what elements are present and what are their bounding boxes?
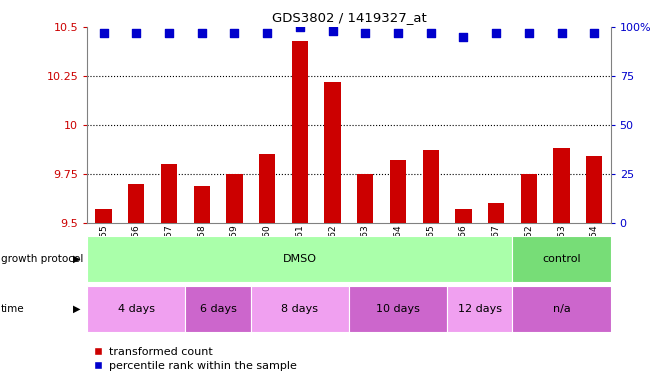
- Bar: [161, 164, 177, 223]
- Bar: [87, 286, 185, 332]
- Bar: [193, 185, 210, 223]
- Text: 4 days: 4 days: [118, 304, 155, 314]
- Bar: [349, 286, 447, 332]
- Point: [295, 24, 305, 30]
- Point: [556, 30, 567, 36]
- Text: ▶: ▶: [73, 304, 81, 314]
- Text: time: time: [1, 304, 24, 314]
- Point: [425, 30, 436, 36]
- Bar: [259, 154, 275, 223]
- Text: DMSO: DMSO: [283, 254, 317, 264]
- Bar: [554, 148, 570, 223]
- Text: 12 days: 12 days: [458, 304, 502, 314]
- Bar: [357, 174, 374, 223]
- Text: 6 days: 6 days: [200, 304, 236, 314]
- Point: [589, 30, 600, 36]
- Point: [262, 30, 272, 36]
- Bar: [251, 286, 349, 332]
- Bar: [455, 209, 472, 223]
- Text: 8 days: 8 days: [281, 304, 318, 314]
- Bar: [513, 286, 611, 332]
- Point: [458, 34, 469, 40]
- Bar: [292, 41, 308, 223]
- Title: GDS3802 / 1419327_at: GDS3802 / 1419327_at: [272, 11, 426, 24]
- Bar: [586, 156, 603, 223]
- Bar: [447, 286, 513, 332]
- Point: [229, 30, 240, 36]
- Bar: [324, 82, 341, 223]
- Point: [98, 30, 109, 36]
- Bar: [95, 209, 112, 223]
- Point: [393, 30, 403, 36]
- Legend: transformed count, percentile rank within the sample: transformed count, percentile rank withi…: [93, 347, 297, 371]
- Point: [360, 30, 370, 36]
- Bar: [390, 160, 406, 223]
- Bar: [226, 174, 243, 223]
- Text: ▶: ▶: [73, 254, 81, 264]
- Point: [131, 30, 142, 36]
- Bar: [423, 150, 439, 223]
- Text: control: control: [542, 254, 581, 264]
- Point: [327, 28, 338, 34]
- Text: n/a: n/a: [553, 304, 570, 314]
- Bar: [488, 203, 505, 223]
- Bar: [87, 236, 513, 282]
- Bar: [128, 184, 144, 223]
- Point: [197, 30, 207, 36]
- Bar: [185, 286, 251, 332]
- Point: [491, 30, 501, 36]
- Text: 10 days: 10 days: [376, 304, 420, 314]
- Bar: [513, 236, 611, 282]
- Text: growth protocol: growth protocol: [1, 254, 83, 264]
- Bar: [521, 174, 537, 223]
- Point: [164, 30, 174, 36]
- Point: [523, 30, 534, 36]
